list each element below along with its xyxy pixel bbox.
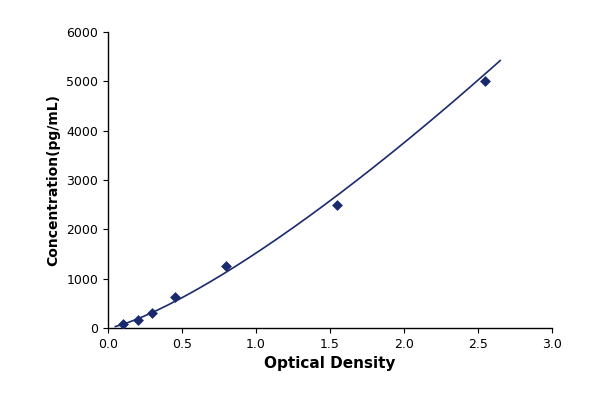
Point — [118, 321, 128, 327]
Y-axis label: Concentration(pg/mL): Concentration(pg/mL) — [47, 94, 61, 266]
Point — [133, 317, 142, 324]
Point — [221, 263, 231, 270]
Point — [148, 310, 157, 316]
Point — [481, 78, 490, 84]
X-axis label: Optical Density: Optical Density — [264, 356, 396, 371]
Point — [170, 294, 179, 300]
Point — [332, 202, 342, 208]
